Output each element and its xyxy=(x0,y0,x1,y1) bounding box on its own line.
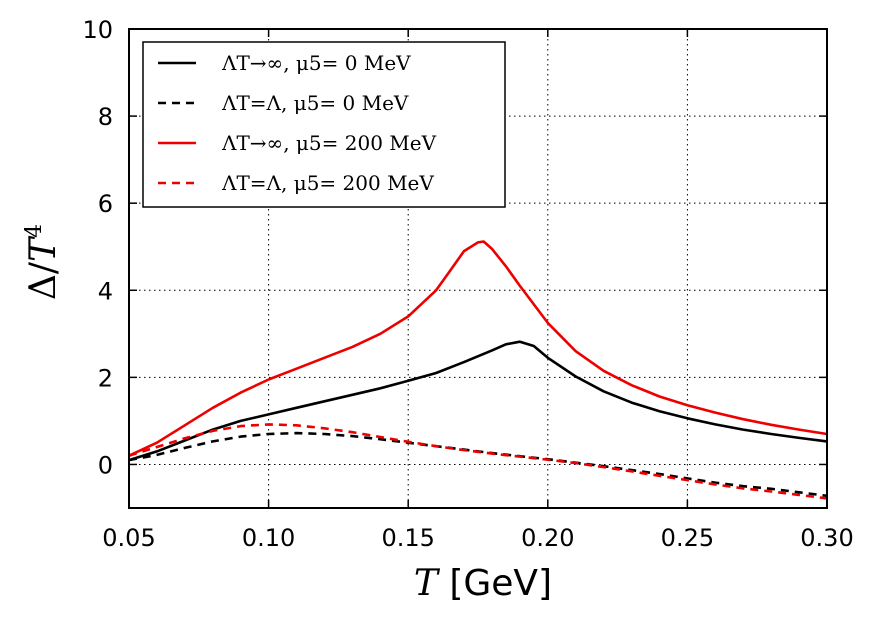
legend-label: ΛT=Λ, μ5= 200 MeV xyxy=(221,171,434,195)
y-tick-label: 8 xyxy=(98,103,113,131)
x-tick-label: 0.10 xyxy=(242,524,295,552)
x-tick-label: 0.15 xyxy=(381,524,434,552)
legend-item: ΛT→∞, μ5= 200 MeV xyxy=(158,131,437,155)
legend-label: ΛT=Λ, μ5= 0 MeV xyxy=(221,91,409,115)
y-tick-label: 6 xyxy=(98,190,113,218)
legend-item: ΛT=Λ, μ5= 0 MeV xyxy=(158,91,409,115)
y-tick-label: 4 xyxy=(98,277,113,305)
series-group xyxy=(128,240,828,500)
x-tick-label: 0.30 xyxy=(800,524,853,552)
series-line-0 xyxy=(128,340,828,462)
y-axis-label: Δ/T4 xyxy=(22,224,64,300)
series-line-2 xyxy=(128,240,828,457)
plot-frame xyxy=(128,28,828,509)
x-axis-label: T [GeV] xyxy=(414,563,552,604)
series-line-3 xyxy=(128,423,828,500)
x-tick-label: 0.25 xyxy=(661,524,714,552)
legend-label: ΛT→∞, μ5= 0 MeV xyxy=(221,51,411,75)
x-tick-label: 0.05 xyxy=(102,524,155,552)
legend-box xyxy=(142,41,506,208)
legend-item: ΛT=Λ, μ5= 200 MeV xyxy=(158,171,434,195)
legend-label: ΛT→∞, μ5= 200 MeV xyxy=(221,131,437,155)
y-tick-label: 0 xyxy=(98,451,113,479)
legend: ΛT→∞, μ5= 0 MeV ΛT=Λ, μ5= 0 MeV ΛT→∞, μ5… xyxy=(142,41,506,208)
x-tick-label: 0.20 xyxy=(521,524,574,552)
ticks-group: 0.05 0.10 0.15 0.20 0.25 0.30 0 2 4 6 8 10 xyxy=(82,16,853,552)
legend-item: ΛT→∞, μ5= 0 MeV xyxy=(158,51,411,75)
y-tick-label: 10 xyxy=(82,16,113,44)
y-tick-label: 2 xyxy=(98,364,113,392)
